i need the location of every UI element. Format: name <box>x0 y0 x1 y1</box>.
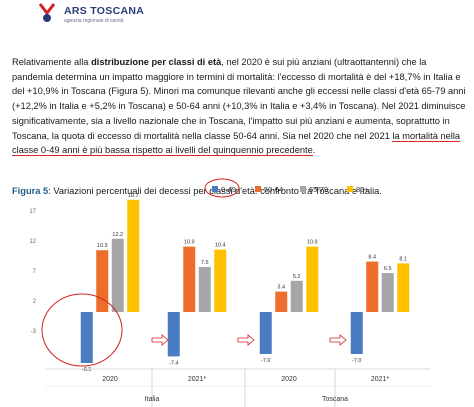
x-category-label: 2021* <box>371 376 390 383</box>
brand-tagline: agenzia regionale di sanità <box>64 18 124 24</box>
bar-value-label: 8.1 <box>399 256 407 262</box>
bar-value-label: 6.5 <box>384 266 392 272</box>
bar-value-label: 5.2 <box>293 274 301 280</box>
legend-swatch <box>212 186 218 192</box>
bar-value-label: 8.4 <box>368 255 376 261</box>
ars-logo-icon <box>38 3 56 22</box>
arrow-icon <box>329 334 347 346</box>
y-tick-label: 2 <box>33 299 37 305</box>
arrow-icon <box>237 334 255 346</box>
bar <box>214 249 227 312</box>
paragraph-text-3: . <box>312 145 316 156</box>
bar-value-label: 18.7 <box>128 193 139 199</box>
bar <box>366 261 379 312</box>
bar-value-label: 3.4 <box>277 285 285 291</box>
bar <box>198 267 211 312</box>
bar <box>397 263 410 312</box>
bar <box>80 312 93 363</box>
highlight-circle <box>41 293 123 367</box>
bar-value-label: -7.4 <box>169 360 178 366</box>
bar-value-label: -7.0 <box>352 358 361 364</box>
bar-value-label: 10.3 <box>97 243 108 249</box>
arrow-icon <box>151 334 169 346</box>
legend-label: 50-64 <box>264 185 283 194</box>
legend-label: 80+ <box>356 185 369 194</box>
bar-value-label: 7.5 <box>201 260 209 266</box>
bar <box>96 250 109 312</box>
bar-value-label: 10.9 <box>307 240 318 246</box>
bar <box>127 199 140 312</box>
legend-label: 65-79 <box>309 185 328 194</box>
bar-value-label: 10.9 <box>184 240 195 246</box>
x-category-label: 2020 <box>281 376 297 383</box>
bar <box>183 246 196 312</box>
bar-value-label: 12.2 <box>112 232 123 238</box>
bar-value-label: 10.4 <box>215 243 226 249</box>
paragraph-text-2: , nel 2020 è sui più anziani (ultraottan… <box>12 57 466 141</box>
x-category-label: 2021* <box>188 376 207 383</box>
y-tick-label: -3 <box>31 329 37 335</box>
legend-highlight-circle <box>204 178 240 198</box>
figure-label: Figura 5 <box>12 186 49 196</box>
bar <box>350 312 363 354</box>
x-category-label: 2020 <box>102 376 118 383</box>
brand-name: ARS TOSCANA <box>64 5 145 17</box>
y-tick-label: 17 <box>29 209 36 215</box>
bar-value-label: -8.5 <box>82 367 91 373</box>
y-tick-label: 12 <box>29 239 36 245</box>
bar-chart: -3 2 7 12 17 0-49 50-64 65-79 80+ -8.5 10.3 12.2 18.… <box>29 178 430 407</box>
y-tick-label: 7 <box>33 269 37 275</box>
legend-swatch <box>300 186 306 192</box>
bar <box>306 246 319 312</box>
x-group-label: Toscana <box>322 396 348 403</box>
bar <box>167 312 180 357</box>
bar <box>290 280 303 312</box>
ars-toscana-logo[interactable]: ARS TOSCANA agenzia regionale di sanità <box>12 0 145 30</box>
bar <box>111 238 124 312</box>
paragraph-underlined-text: la mortalità nella classe 0-49 anni è pi… <box>12 130 461 157</box>
x-group-label: Italia <box>145 396 160 403</box>
legend-swatch <box>347 186 353 192</box>
body-paragraph: Relativamente alla distribuzione per cla… <box>12 55 468 158</box>
bar <box>381 273 394 312</box>
bar-value-label: -7.0 <box>261 358 270 364</box>
legend-swatch <box>255 186 261 192</box>
bar <box>275 291 288 312</box>
paragraph-bold-1: distribuzione per classi di età <box>91 57 222 67</box>
paragraph-text-1: Relativamente alla <box>12 57 92 67</box>
legend-label: 0-49 <box>221 185 236 194</box>
bar <box>259 312 272 354</box>
